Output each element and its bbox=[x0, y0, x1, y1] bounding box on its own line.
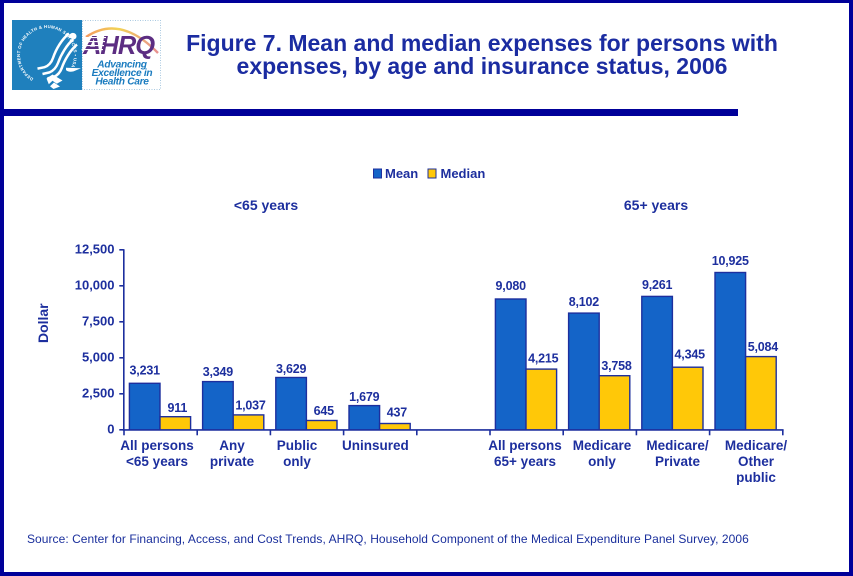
svg-text:Dollar: Dollar bbox=[35, 303, 51, 343]
svg-text:645: 645 bbox=[314, 404, 335, 418]
svg-text:911: 911 bbox=[168, 401, 188, 415]
svg-text:<65 years: <65 years bbox=[234, 197, 298, 213]
svg-text:only: only bbox=[588, 454, 616, 469]
svg-text:<65 years: <65 years bbox=[126, 454, 188, 469]
svg-text:1,679: 1,679 bbox=[349, 390, 380, 404]
svg-text:3,758: 3,758 bbox=[601, 359, 632, 373]
svg-text:4,215: 4,215 bbox=[528, 352, 559, 366]
svg-text:3,629: 3,629 bbox=[276, 362, 307, 376]
svg-text:Excellence in: Excellence in bbox=[92, 68, 153, 79]
svg-text:2,500: 2,500 bbox=[82, 386, 115, 401]
svg-text:Public: Public bbox=[277, 438, 318, 453]
svg-text:Medicare/: Medicare/ bbox=[646, 438, 709, 453]
svg-text:0: 0 bbox=[107, 422, 114, 437]
svg-text:4,345: 4,345 bbox=[675, 347, 706, 361]
svg-text:9,261: 9,261 bbox=[642, 278, 673, 292]
svg-text:1,037: 1,037 bbox=[235, 398, 266, 412]
svg-text:public: public bbox=[736, 470, 776, 485]
svg-text:Health Care: Health Care bbox=[95, 76, 149, 87]
svg-text:5,084: 5,084 bbox=[748, 340, 779, 354]
svg-text:only: only bbox=[283, 454, 311, 469]
svg-text:8,102: 8,102 bbox=[569, 295, 600, 309]
svg-text:10,000: 10,000 bbox=[75, 278, 115, 293]
svg-text:Any: Any bbox=[219, 438, 245, 453]
svg-text:12,500: 12,500 bbox=[75, 242, 115, 257]
svg-text:Mean: Mean bbox=[385, 166, 418, 181]
svg-text:3,349: 3,349 bbox=[203, 365, 234, 379]
svg-text:437: 437 bbox=[387, 406, 408, 420]
svg-text:Medicare/: Medicare/ bbox=[725, 438, 788, 453]
svg-text:All persons: All persons bbox=[120, 438, 194, 453]
svg-text:65+ years: 65+ years bbox=[494, 454, 556, 469]
svg-text:3,231: 3,231 bbox=[130, 363, 161, 377]
svg-text:7,500: 7,500 bbox=[82, 314, 115, 329]
svg-text:Advancing: Advancing bbox=[96, 59, 147, 70]
svg-text:Median: Median bbox=[441, 166, 486, 181]
svg-text:Medicare: Medicare bbox=[573, 438, 632, 453]
svg-text:9,080: 9,080 bbox=[496, 279, 527, 293]
svg-text:All persons: All persons bbox=[488, 438, 562, 453]
svg-text:65+ years: 65+ years bbox=[624, 197, 688, 213]
svg-text:10,925: 10,925 bbox=[712, 254, 749, 268]
svg-text:Private: Private bbox=[655, 454, 701, 469]
svg-text:5,000: 5,000 bbox=[82, 350, 115, 365]
svg-text:Uninsured: Uninsured bbox=[342, 438, 409, 453]
svg-text:private: private bbox=[210, 454, 255, 469]
svg-text:Other: Other bbox=[738, 454, 775, 469]
